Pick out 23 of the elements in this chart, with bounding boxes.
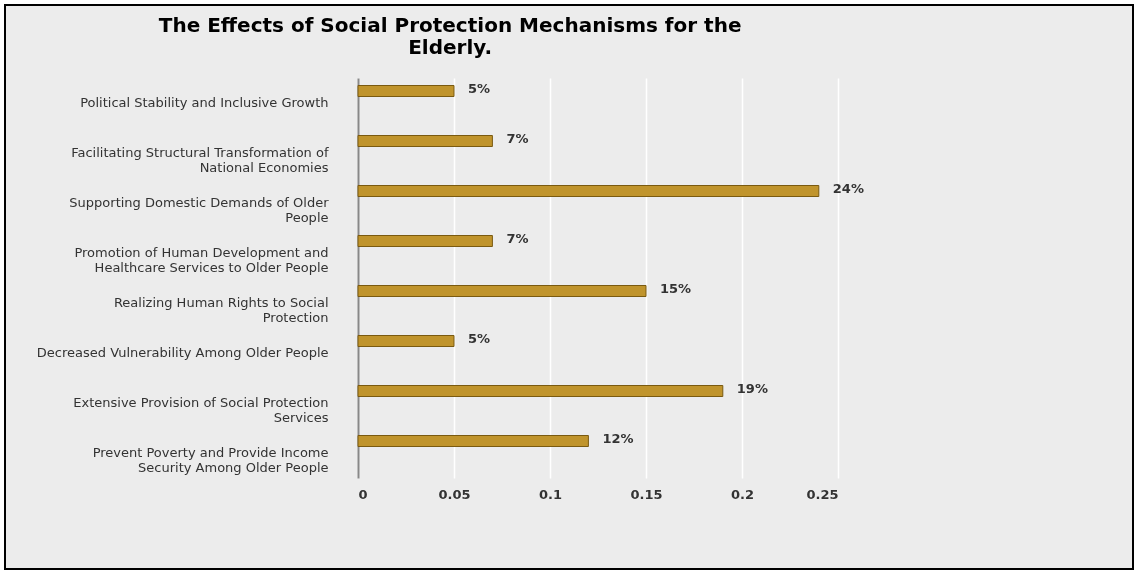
x-tick-label: 0.2 <box>730 486 755 502</box>
data-label: 5% <box>468 81 491 96</box>
x-tick-label: 0.1 <box>538 486 563 502</box>
data-label: 12% <box>602 431 634 446</box>
y-tick-label: Decreased Vulnerability Among Older People <box>36 345 329 360</box>
data-label: 7% <box>506 231 529 246</box>
y-tick-label: Facilitating Structural Transformation of National Economies <box>71 145 329 175</box>
chart-title: The Effects of Social Protection Mechanisms for the Elderly. <box>158 13 742 59</box>
y-tick-label: Political Stability and Inclusive Growth <box>80 95 329 110</box>
data-label: 15% <box>660 281 692 296</box>
y-tick-label: Extensive Provision of Social Protection Services <box>73 395 329 425</box>
y-tick-label: Prevent Poverty and Provide Income Security Among Older People <box>92 445 329 475</box>
y-tick-label: Promotion of Human Development and Healthcare Services to Older People <box>74 245 329 275</box>
data-label: 7% <box>506 131 529 146</box>
data-label: 5% <box>468 331 491 346</box>
x-tick-label: 0.15 <box>630 486 663 502</box>
x-tick-label: 0 <box>358 486 368 502</box>
data-label: 19% <box>736 381 768 396</box>
y-tick-label: Supporting Domestic Demands of Older People <box>69 195 330 225</box>
x-tick-label: 0.25 <box>806 486 839 502</box>
y-tick-label: Realizing Human Rights to Social Protection <box>113 295 329 325</box>
data-label: 24% <box>832 181 864 196</box>
x-tick-label: 0.05 <box>438 486 471 502</box>
